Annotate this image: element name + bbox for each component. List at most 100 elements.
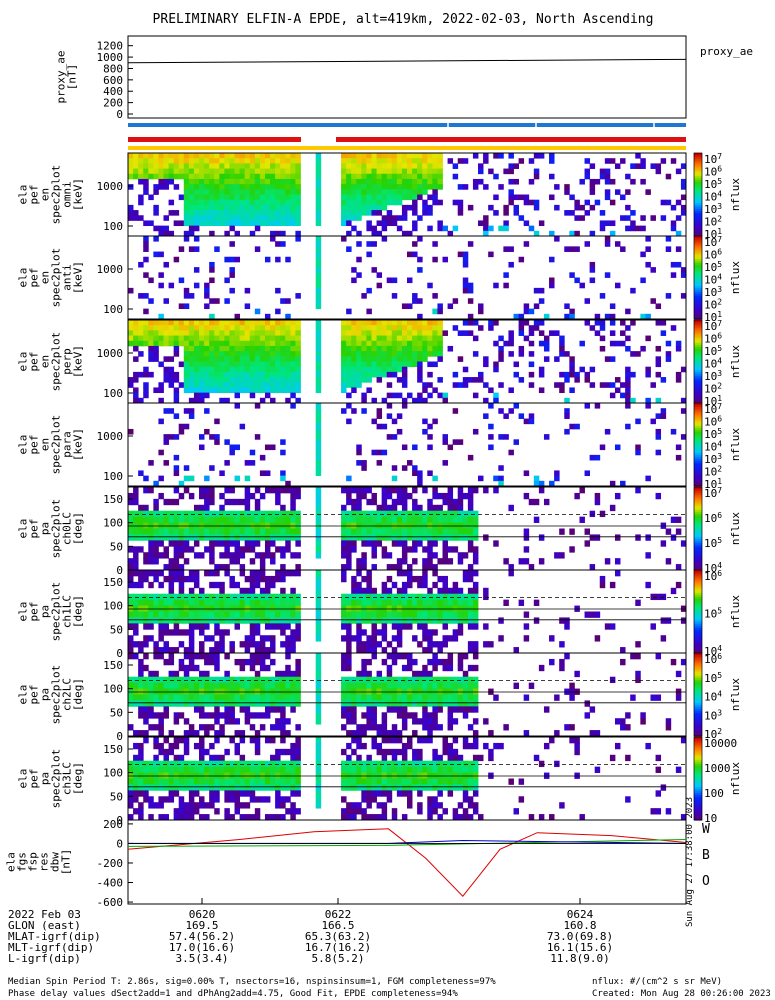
spectrogram-cell — [401, 599, 408, 606]
spectrogram-cell — [538, 366, 545, 373]
spectrogram-cell — [183, 387, 190, 394]
spectrogram-cell — [173, 173, 180, 180]
spectrogram-cell — [219, 587, 225, 595]
proxy-ae-tick: 800 — [103, 62, 123, 75]
spectrogram-cell — [214, 718, 220, 725]
spectrogram-cell — [401, 676, 408, 684]
spectrogram-cell — [295, 593, 301, 601]
spectrogram-cell — [381, 184, 388, 190]
spectrogram-cell — [391, 516, 398, 523]
colorbar-cell — [694, 665, 702, 669]
spectrogram-cell — [493, 487, 499, 494]
spectrogram-cell — [199, 366, 205, 373]
spectrogram-cell — [214, 534, 220, 541]
spectrogram-cell — [467, 724, 474, 731]
spectrogram-cell — [559, 641, 565, 648]
spectrogram-cell — [188, 246, 195, 252]
spectrogram-cell — [188, 635, 195, 642]
spectrogram-cell — [254, 184, 261, 190]
spectrogram-cell — [295, 790, 301, 797]
spectrogram-cell — [280, 766, 286, 773]
spectrogram-cell — [148, 487, 154, 494]
colorbar-cell — [694, 456, 702, 460]
spectrogram-cell — [158, 313, 164, 320]
spectrogram-cell — [143, 516, 149, 523]
spectrogram-cell — [264, 546, 271, 553]
spectrogram-cell — [209, 261, 215, 268]
spectrogram-cell — [204, 784, 210, 791]
spectrogram-cell — [148, 724, 154, 731]
colorbar-cell — [694, 233, 702, 237]
spectrogram-cell — [244, 153, 251, 159]
spectrogram-cell — [128, 325, 134, 331]
spectrogram-cell — [351, 599, 357, 606]
colorbar-cell — [694, 661, 702, 664]
colorbar-cell — [694, 322, 702, 325]
spectrogram-cell — [341, 623, 347, 630]
spectrogram-cell — [427, 210, 433, 216]
spectrogram-cell — [153, 540, 159, 547]
spectrogram-cell — [523, 303, 530, 310]
spectrogram-cell — [254, 784, 261, 791]
spectrogram-cell — [239, 564, 246, 571]
spectrogram-cell — [401, 204, 408, 211]
colorbar-cell — [694, 609, 702, 613]
ylabel-line: spec2plot — [50, 248, 63, 308]
colorbar-label: nflux — [729, 595, 742, 628]
spectrogram-cell — [204, 330, 210, 336]
spectrogram-cell — [467, 510, 474, 518]
spectrogram-cell — [366, 356, 372, 362]
spectrogram-cell — [523, 241, 530, 247]
spectrogram-cell — [249, 658, 256, 666]
spectrogram-cell — [564, 413, 570, 419]
spectrogram-cell — [412, 730, 418, 737]
spectrogram-cell — [219, 178, 225, 185]
spectrogram-cell — [680, 540, 687, 547]
spectrogram-cell — [275, 184, 281, 190]
spectrogram-cell — [381, 504, 388, 512]
spectrogram-cell — [452, 528, 459, 535]
spectrogram-cell — [168, 230, 175, 237]
spectrogram-cell — [528, 361, 535, 368]
spectrogram-cell — [239, 534, 246, 541]
spectrogram-cell — [452, 516, 459, 523]
spectrogram-cell — [315, 178, 322, 185]
spectrogram-cell — [275, 356, 281, 362]
colorbar-cell — [694, 200, 702, 204]
spectrogram-cell — [386, 215, 393, 221]
spectrogram-cell — [467, 647, 474, 654]
spectrogram-cell — [209, 790, 215, 797]
spectrogram-cell — [193, 194, 200, 201]
spectrogram-cell — [275, 516, 281, 523]
spectrogram-cell — [508, 449, 514, 456]
spectrogram-cell — [168, 366, 175, 373]
spectrogram-cell — [128, 335, 134, 342]
spectrogram-cell — [295, 293, 301, 299]
spectrogram-cell — [407, 492, 413, 500]
spectrogram-cell — [417, 581, 423, 589]
colorbar-cell — [694, 175, 702, 179]
spectrogram-cell — [259, 168, 266, 175]
spectrogram-cell — [224, 676, 230, 684]
spectrogram-cell — [214, 730, 220, 737]
spectrogram-cell — [366, 754, 372, 762]
spectrogram-cell — [275, 366, 281, 373]
colorbar-cell — [694, 696, 702, 700]
spectrogram-cell — [224, 439, 230, 445]
spectrogram-cell — [346, 712, 352, 719]
colorbar-cell — [694, 269, 702, 272]
spectrogram-cell — [401, 330, 408, 336]
spectrogram-cell — [239, 184, 246, 190]
spectrogram-cell — [259, 220, 266, 227]
spectrogram-cell — [173, 387, 180, 394]
spectrogram-cell — [254, 199, 261, 206]
spectrogram-cell — [472, 534, 479, 541]
spectrogram-cell — [188, 730, 195, 737]
spectrogram-cell — [625, 345, 631, 352]
spectrogram-cell — [386, 356, 393, 362]
spectrogram-cell — [483, 230, 489, 237]
spectrogram-cell — [341, 199, 347, 206]
spectrogram-cell — [178, 320, 185, 326]
colorbar-cell — [694, 198, 702, 202]
spectrogram-cell — [204, 351, 210, 357]
